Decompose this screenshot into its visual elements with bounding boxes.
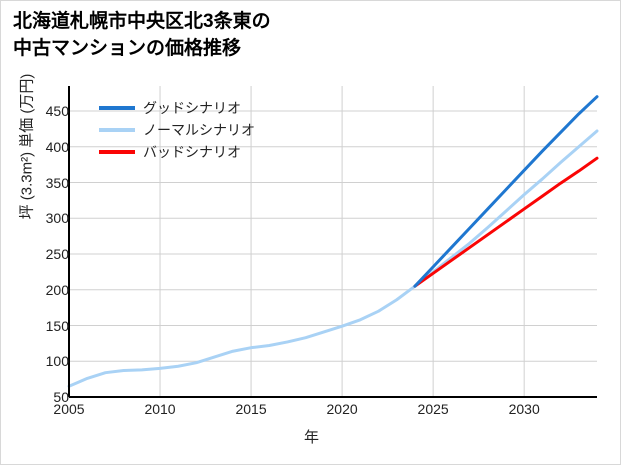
y-tick-label: 150 [45, 317, 69, 334]
plot-background [69, 86, 597, 397]
series-line-ノーマルシナリオ [67, 129, 599, 388]
legend-label: バッドシナリオ [143, 144, 241, 160]
x-tick-label: 2025 [417, 401, 449, 417]
y-tick-label: 250 [45, 246, 69, 262]
chart-legend: グッドシナリオ ノーマルシナリオ バッドシナリオ [99, 97, 329, 163]
legend-label: グッドシナリオ [143, 100, 241, 116]
legend-label: ノーマルシナリオ [143, 122, 255, 138]
y-tick-label: 50 [53, 389, 69, 405]
y-tick-label: 400 [45, 138, 69, 155]
series-line-バッドシナリオ [413, 156, 599, 288]
y-tick-label: 450 [45, 103, 69, 119]
x-axis-title: 年 [303, 429, 319, 446]
x-tick-label: 2010 [144, 401, 176, 417]
legend-item[interactable]: ノーマルシナリオ [99, 119, 329, 141]
y-axis-title: 坪 (3.3m²) 単価 (万円) [18, 73, 36, 220]
x-tick-label: 2005 [53, 401, 85, 417]
legend-color-swatch [99, 150, 135, 154]
y-tick-label: 300 [45, 210, 69, 227]
y-tick-labels: 50 100 150 200 250 300 350 400 450 [1, 1, 69, 464]
y-tick-label: 350 [45, 174, 69, 191]
legend-color-swatch [99, 128, 135, 132]
y-tick-label: 100 [45, 353, 69, 370]
x-tick-labels: 2005 2010 2015 2020 2025 2030 [1, 401, 620, 425]
series-line-グッドシナリオ [413, 95, 599, 288]
x-tick-label: 2015 [235, 401, 267, 417]
y-tick-label: 200 [45, 281, 69, 298]
legend-item[interactable]: グッドシナリオ [99, 97, 329, 119]
x-tick-label: 2030 [508, 401, 540, 417]
chart-title: 北海道札幌市中央区北3条東の 中古マンションの価格推移 [13, 11, 271, 59]
x-tick-label: 2020 [326, 401, 358, 417]
legend-color-swatch [99, 106, 135, 110]
legend-item[interactable]: バッドシナリオ [99, 141, 329, 163]
